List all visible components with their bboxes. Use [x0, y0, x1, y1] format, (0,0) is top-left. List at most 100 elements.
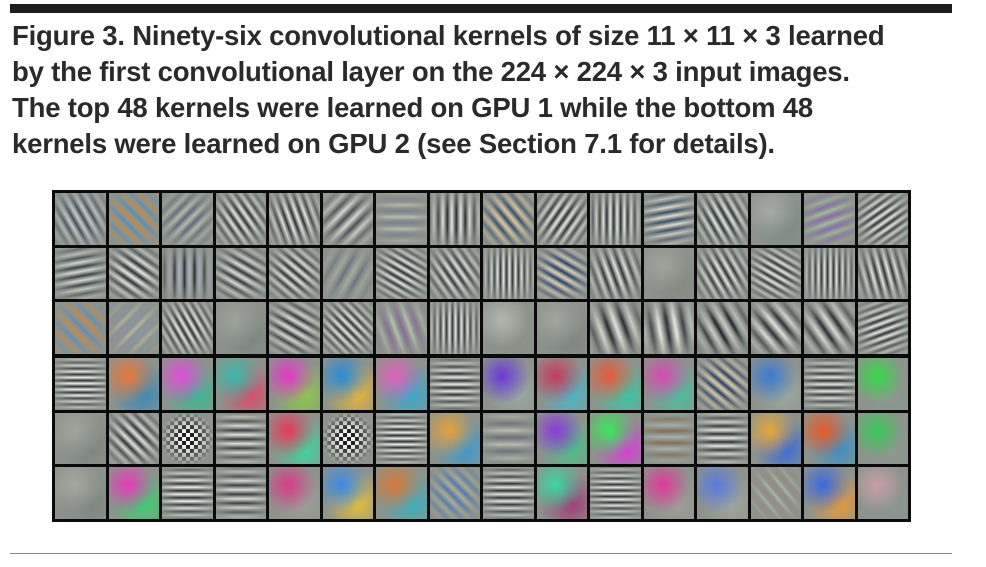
kernel-gpu-2-41: [483, 467, 534, 519]
kernel-gpu-1-16: [857, 193, 908, 245]
kernel-gpu-2-36: [215, 467, 266, 519]
kernel-gpu-1-12: [643, 193, 694, 245]
kernel-gpu-2-3: [162, 358, 213, 410]
kernel-gpu-1-37: [269, 302, 320, 354]
kernel-gpu-2-22: [322, 412, 373, 465]
kernel-gpu-1-21: [269, 247, 320, 300]
kernel-gpu-1-45: [697, 302, 748, 354]
kernel-gpu-2-42: [536, 467, 587, 519]
kernel-gpu-1-28: [643, 247, 694, 300]
kernel-gpu-1-43: [590, 302, 641, 354]
kernel-gpu-2-21: [269, 412, 320, 465]
kernel-gpu-1-9: [483, 193, 534, 245]
kernel-gpu-2-48: [857, 467, 908, 519]
kernel-gpu-1-6: [322, 193, 373, 245]
kernel-gpu-1-26: [536, 247, 587, 300]
kernel-gpu-2-24: [429, 412, 480, 465]
kernel-gpu-2-6: [322, 358, 373, 410]
kernel-gpu-2-8: [429, 358, 480, 410]
kernel-gpu-1-47: [804, 302, 855, 354]
kernel-gpu-1-23: [376, 247, 427, 300]
kernel-gpu-2-39: [376, 467, 427, 519]
caption-line: Figure 3. Ninety-six convolutional kerne…: [12, 20, 885, 51]
kernel-gpu-1-27: [590, 247, 641, 300]
kernel-gpu-2-38: [322, 467, 373, 519]
kernel-gpu-2-37: [269, 467, 320, 519]
kernel-gpu-2-7: [376, 358, 427, 410]
kernel-gpu-2-46: [750, 467, 801, 519]
kernel-gpu-1-44: [643, 302, 694, 354]
kernel-gpu-1-40: [429, 302, 480, 354]
kernel-gpu-2-44: [643, 467, 694, 519]
kernel-gpu-1-14: [750, 193, 801, 245]
kernel-gpu-1-18: [108, 247, 159, 300]
kernel-gpu-2-1: [55, 358, 106, 410]
kernel-gpu-1-2: [108, 193, 159, 245]
kernel-gpu-2-29: [697, 412, 748, 465]
kernel-gpu-2-2: [108, 358, 159, 410]
kernel-gpu-2-43: [590, 467, 641, 519]
kernel-gpu-1-38: [322, 302, 373, 354]
top-rule: [10, 4, 952, 13]
kernel-gpu-2-28: [643, 412, 694, 465]
kernel-gpu-2-14: [750, 358, 801, 410]
kernel-gpu-2-47: [804, 467, 855, 519]
caption-line: by the first convolutional layer on the …: [12, 56, 850, 87]
kernel-gpu-1-7: [376, 193, 427, 245]
kernel-gpu-1-39: [376, 302, 427, 354]
kernel-gpu-1-41: [483, 302, 534, 354]
kernel-gpu-1-20: [215, 247, 266, 300]
kernel-gpu-1-29: [697, 247, 748, 300]
caption-line: kernels were learned on GPU 2 (see Secti…: [12, 128, 775, 159]
kernel-gpu-1-19: [162, 247, 213, 300]
kernel-gpu-2-34: [108, 467, 159, 519]
kernel-gpu-1-1: [55, 193, 106, 245]
kernel-gpu-1-15: [804, 193, 855, 245]
kernel-gpu-1-32: [857, 247, 908, 300]
kernel-gpu-1-35: [162, 302, 213, 354]
kernel-group-gpu-1: [55, 193, 908, 354]
kernel-gpu-1-31: [804, 247, 855, 300]
kernel-gpu-1-13: [697, 193, 748, 245]
kernel-gpu-1-36: [215, 302, 266, 354]
kernel-gpu-2-33: [55, 467, 106, 519]
kernel-gpu-2-10: [536, 358, 587, 410]
kernel-gpu-1-34: [108, 302, 159, 354]
kernel-gpu-1-11: [590, 193, 641, 245]
kernel-gpu-2-12: [643, 358, 694, 410]
kernel-gpu-1-25: [483, 247, 534, 300]
kernel-gpu-2-32: [857, 412, 908, 465]
kernel-gpu-1-5: [269, 193, 320, 245]
kernel-gpu-1-42: [536, 302, 587, 354]
kernel-grid-figure: [52, 190, 911, 522]
kernel-group-gpu-2: [55, 358, 908, 519]
bottom-rule: [10, 553, 952, 554]
kernel-gpu-2-31: [804, 412, 855, 465]
kernel-gpu-2-18: [108, 412, 159, 465]
kernel-gpu-2-11: [590, 358, 641, 410]
kernel-gpu-2-26: [536, 412, 587, 465]
kernel-gpu-1-10: [536, 193, 587, 245]
kernel-gpu-2-25: [483, 412, 534, 465]
kernel-gpu-2-23: [376, 412, 427, 465]
kernel-gpu-1-17: [55, 247, 106, 300]
kernel-gpu-2-15: [804, 358, 855, 410]
kernel-gpu-2-17: [55, 412, 106, 465]
kernel-gpu-2-4: [215, 358, 266, 410]
kernel-gpu-1-24: [429, 247, 480, 300]
kernel-gpu-2-20: [215, 412, 266, 465]
kernel-gpu-1-33: [55, 302, 106, 354]
kernel-gpu-1-3: [162, 193, 213, 245]
kernel-gpu-1-8: [429, 193, 480, 245]
kernel-gpu-1-4: [215, 193, 266, 245]
kernel-gpu-1-48: [857, 302, 908, 354]
kernel-gpu-1-46: [750, 302, 801, 354]
kernel-gpu-2-30: [750, 412, 801, 465]
kernel-gpu-2-9: [483, 358, 534, 410]
kernel-gpu-2-5: [269, 358, 320, 410]
kernel-gpu-1-30: [750, 247, 801, 300]
figure-caption: Figure 3. Ninety-six convolutional kerne…: [12, 18, 972, 162]
kernel-gpu-2-16: [857, 358, 908, 410]
kernel-gpu-2-45: [697, 467, 748, 519]
kernel-gpu-2-19: [162, 412, 213, 465]
